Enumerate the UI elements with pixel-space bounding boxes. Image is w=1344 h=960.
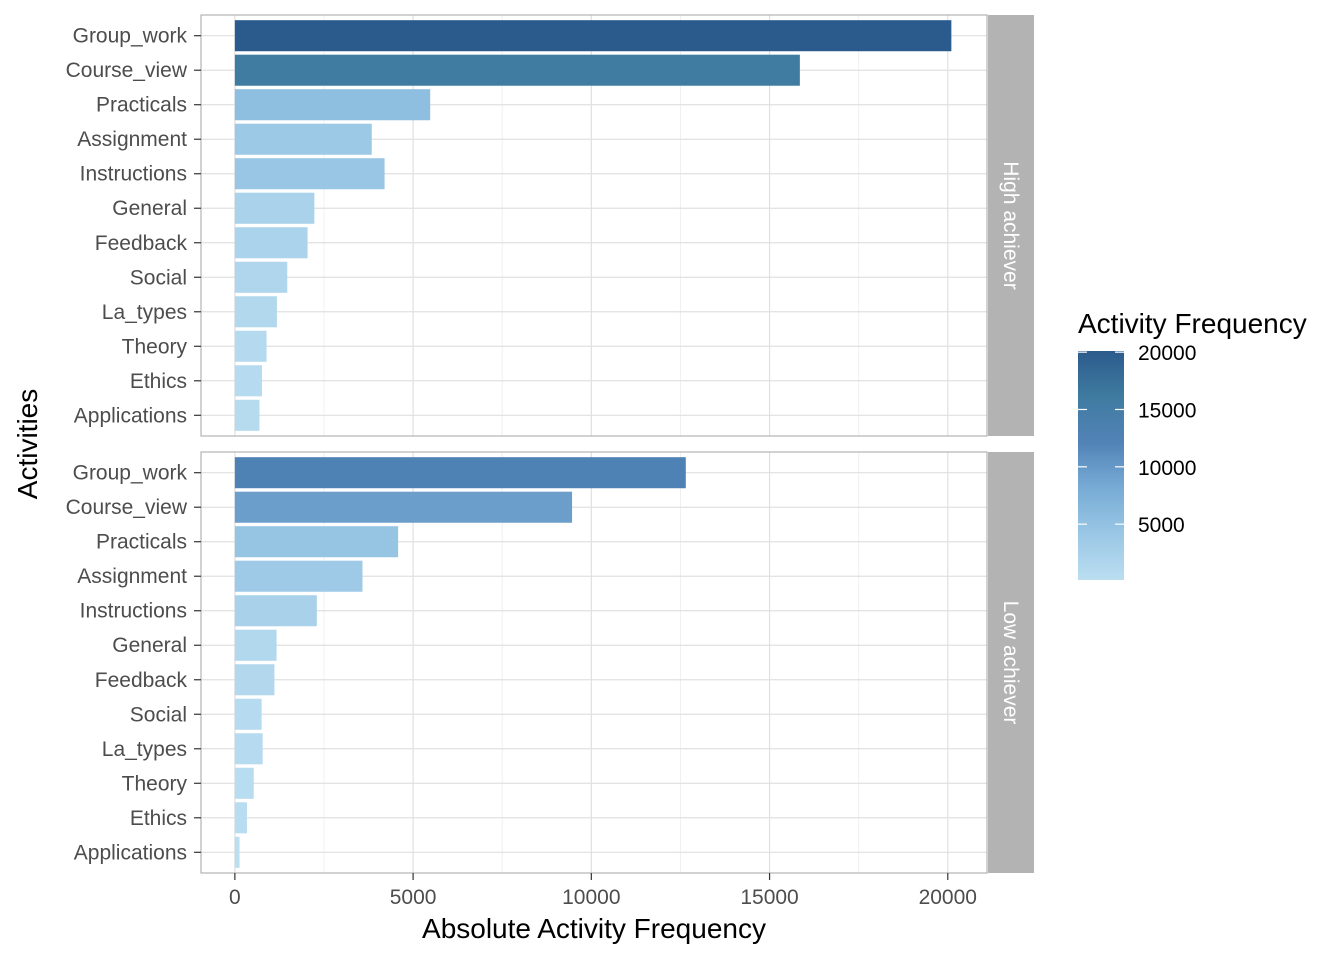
bar-practicals bbox=[234, 89, 431, 121]
y-tick-label: General bbox=[112, 634, 187, 657]
bar-applications bbox=[234, 836, 240, 868]
y-tick-label: Applications bbox=[74, 841, 187, 864]
x-tick-label: 10000 bbox=[562, 886, 620, 909]
bar-group-work bbox=[234, 20, 952, 52]
bar-ethics bbox=[234, 802, 247, 834]
y-tick-label: Applications bbox=[74, 404, 187, 427]
facet-panel-high-achiever: Group_work Course_view Practicals Assignmen… bbox=[66, 14, 1034, 437]
bar-feedback bbox=[234, 664, 275, 696]
y-tick-label: Group_work bbox=[73, 25, 188, 48]
y-tick-label: Assignment bbox=[77, 565, 187, 588]
bar-general bbox=[234, 629, 277, 661]
color-legend: Activity Frequency 20000 15000 10000 5000 bbox=[1078, 308, 1307, 580]
y-tick-label: La_types bbox=[102, 301, 187, 324]
y-tick-label: Ethics bbox=[130, 807, 187, 830]
legend-label: 15000 bbox=[1138, 399, 1196, 422]
bar-theory bbox=[234, 767, 254, 799]
y-tick-label: Social bbox=[130, 266, 187, 289]
x-tick-label: 20000 bbox=[919, 886, 977, 909]
x-tick-label: 15000 bbox=[740, 886, 798, 909]
facet-strip bbox=[988, 15, 1034, 436]
bar-theory bbox=[234, 330, 267, 362]
y-tick-label: Group_work bbox=[73, 462, 188, 485]
y-tick-label: Theory bbox=[122, 335, 188, 358]
y-tick-label: Practicals bbox=[96, 531, 187, 554]
facet-strip-label: High achiever bbox=[999, 161, 1022, 289]
bar-assignment bbox=[234, 560, 363, 592]
y-tick-label: Instructions bbox=[80, 163, 187, 186]
y-tick-label: Social bbox=[130, 703, 187, 726]
y-tick-label: Ethics bbox=[130, 370, 187, 393]
bar-general bbox=[234, 192, 315, 224]
bar-social bbox=[234, 698, 262, 730]
legend-label: 10000 bbox=[1138, 457, 1196, 480]
y-axis-title: Activities bbox=[12, 389, 43, 499]
legend-label: 20000 bbox=[1138, 342, 1196, 365]
bar-feedback bbox=[234, 227, 308, 259]
bar-practicals bbox=[234, 526, 399, 558]
facet-strip bbox=[988, 452, 1034, 873]
y-tick-label: Assignment bbox=[77, 128, 187, 151]
x-tick-label: 5000 bbox=[390, 886, 437, 909]
bar-instructions bbox=[234, 595, 317, 627]
y-tick-label: Course_view bbox=[66, 59, 188, 82]
legend-title: Activity Frequency bbox=[1078, 308, 1307, 339]
y-tick-label: Instructions bbox=[80, 600, 187, 623]
facet-strip-label: Low achiever bbox=[999, 601, 1022, 725]
bar-assignment bbox=[234, 123, 372, 155]
bar-social bbox=[234, 261, 288, 293]
y-tick-label: General bbox=[112, 197, 187, 220]
y-tick-label: La_types bbox=[102, 738, 187, 761]
x-axis-title: Absolute Activity Frequency bbox=[422, 913, 766, 944]
bar-ethics bbox=[234, 365, 262, 397]
bar-group-work bbox=[234, 457, 686, 489]
panel-border bbox=[200, 451, 988, 874]
legend-label: 5000 bbox=[1138, 514, 1185, 537]
facet-panel-low-achiever: Group_work Course_view Practicals Assignmen… bbox=[66, 451, 1034, 874]
y-tick-label: Practicals bbox=[96, 94, 187, 117]
x-tick-label: 0 bbox=[229, 886, 241, 909]
y-tick-label: Feedback bbox=[95, 669, 188, 692]
bar-instructions bbox=[234, 158, 385, 190]
y-tick-label: Feedback bbox=[95, 232, 188, 255]
y-tick-label: Course_view bbox=[66, 496, 188, 519]
bar-applications bbox=[234, 399, 260, 431]
bar-la-types bbox=[234, 296, 277, 328]
bar-course-view bbox=[234, 491, 573, 523]
bar-la-types bbox=[234, 733, 263, 765]
bar-course-view bbox=[234, 54, 800, 86]
y-tick-label: Theory bbox=[122, 772, 188, 795]
panel-border bbox=[200, 14, 988, 437]
legend-colorbar bbox=[1078, 351, 1124, 580]
